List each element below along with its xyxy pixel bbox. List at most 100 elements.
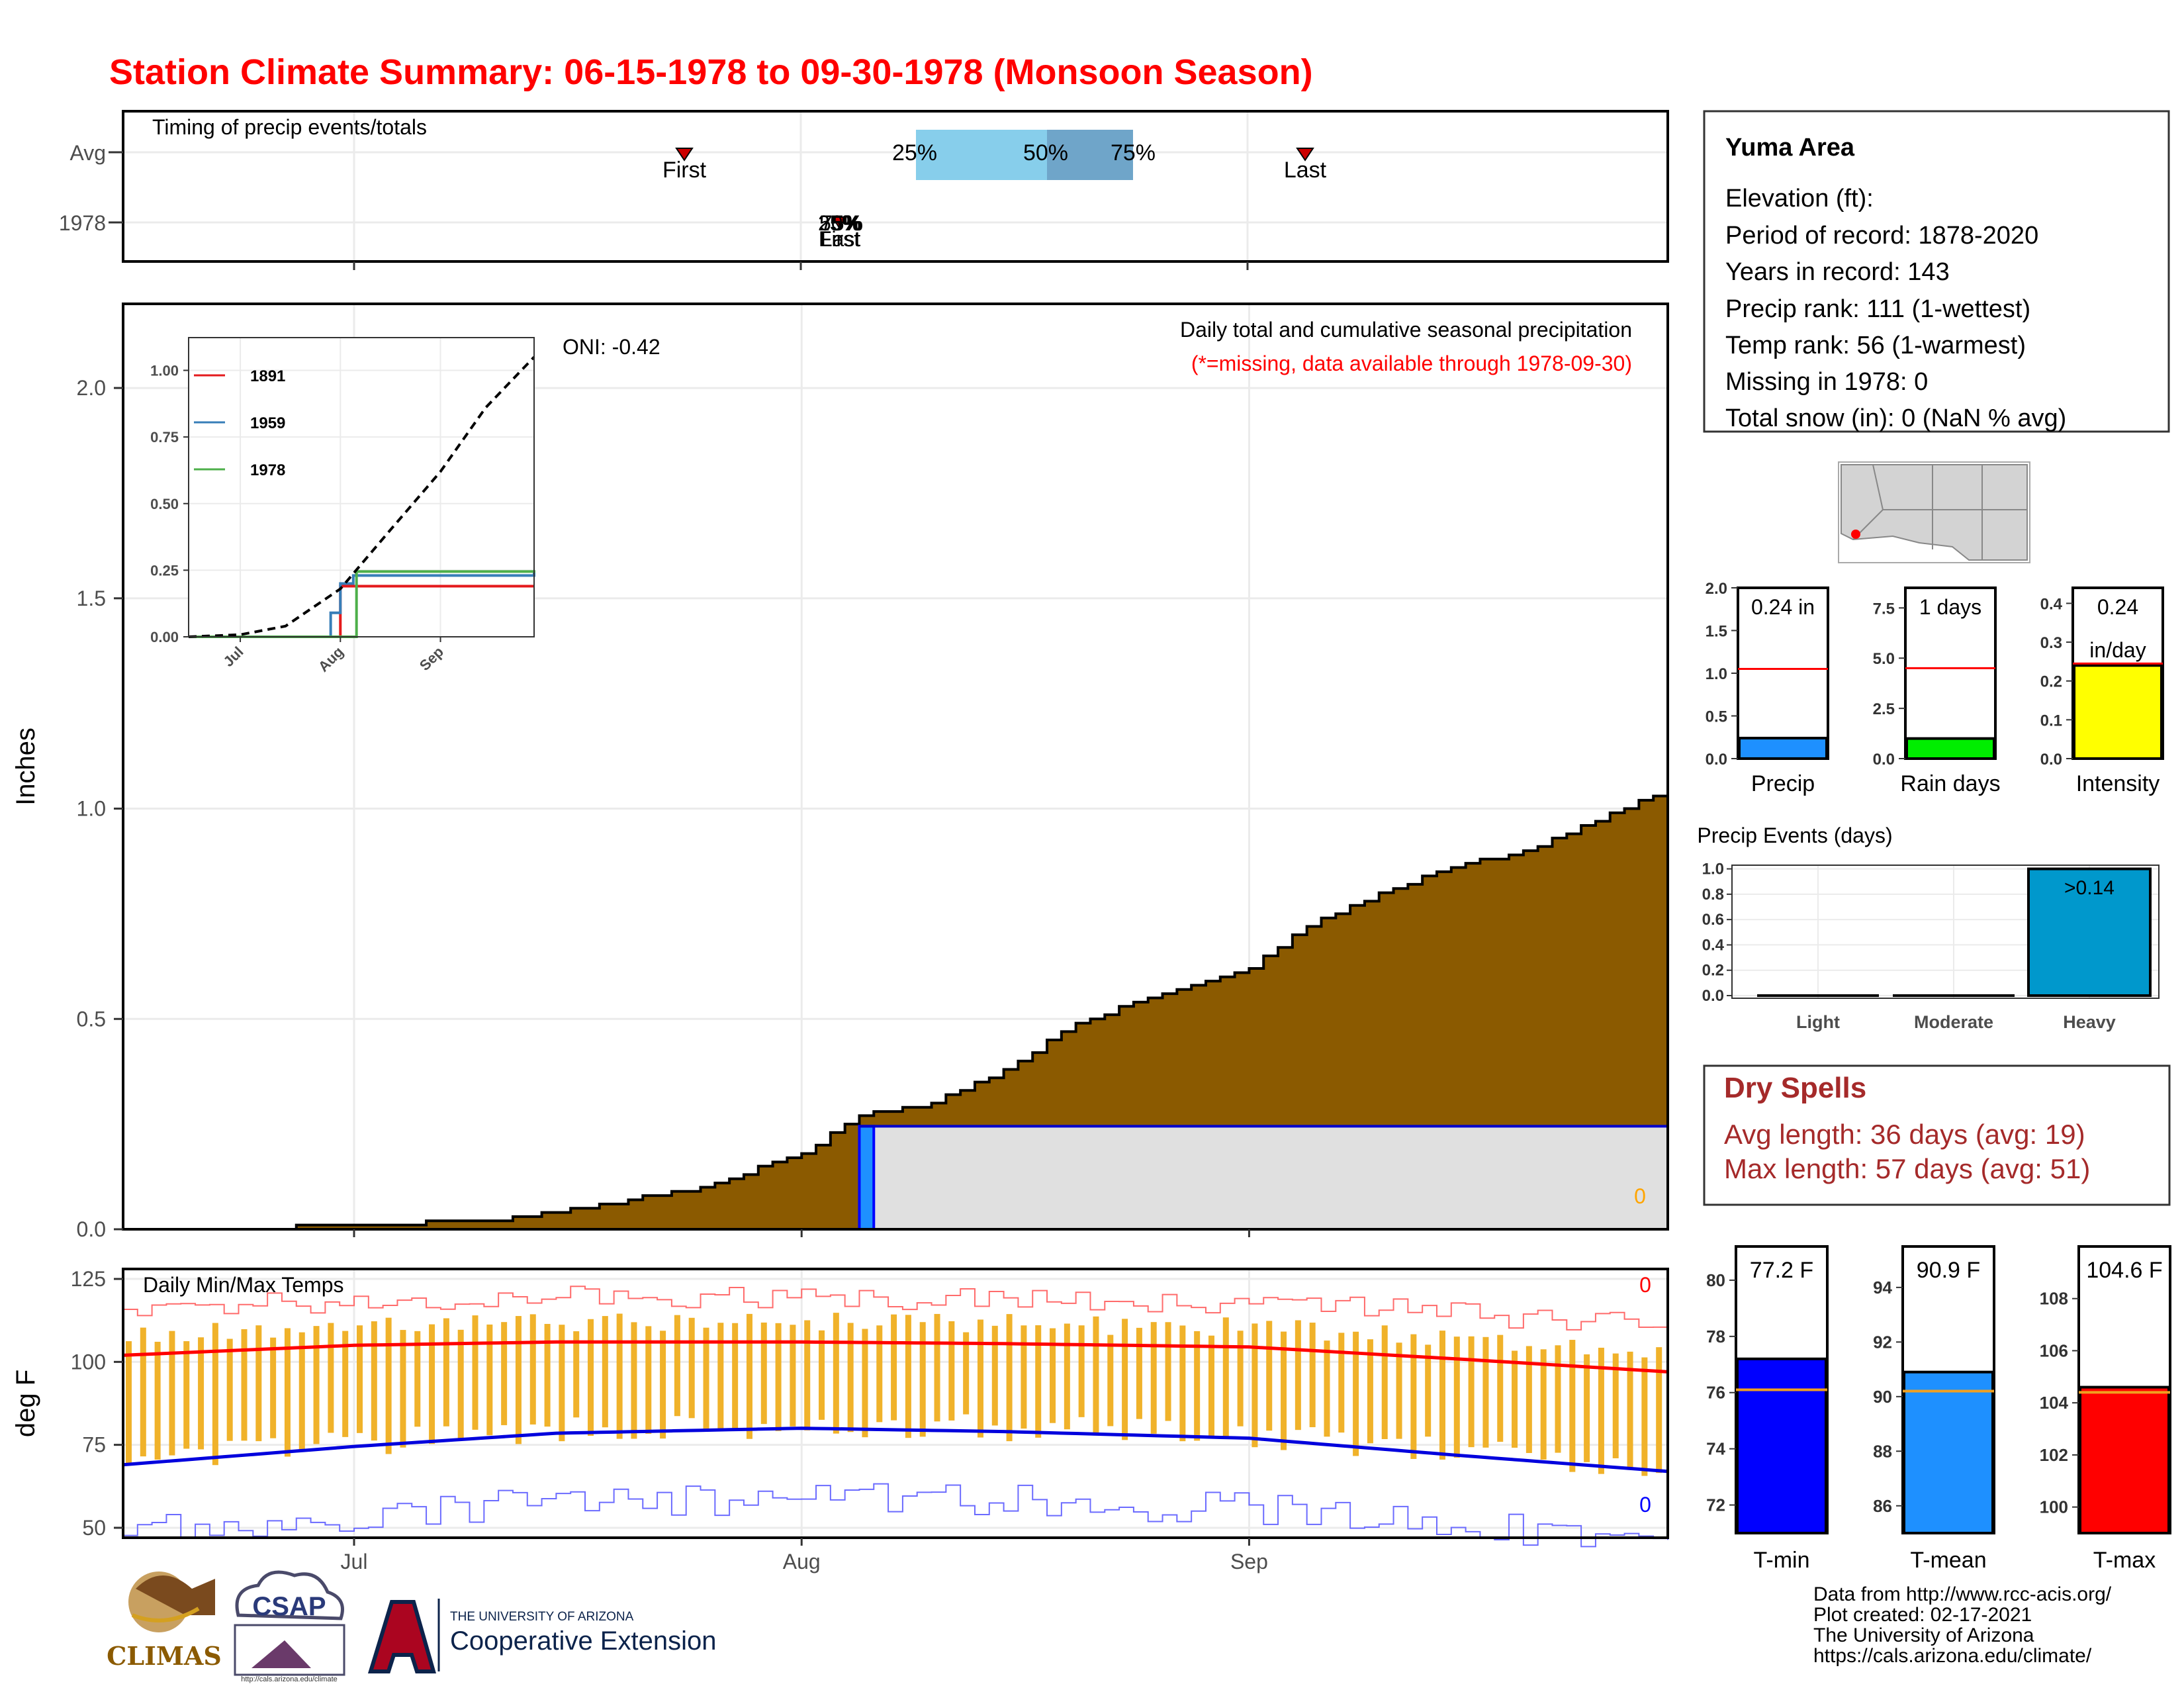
record-max-line	[123, 1286, 1668, 1331]
info-precip-rank: Precip rank: 111 (1-wettest)	[1725, 295, 2030, 323]
daily-temp-range-bar	[284, 1328, 291, 1457]
1978-q50-label: 50%	[819, 211, 862, 235]
csap-url-text: http://cals.arizona.edu/climate	[241, 1675, 338, 1683]
summary-bars: 0.24 in 0.0 0.5 1.0 1.5 2.0 Precip 1 days 0.0 2.5…	[1706, 580, 2164, 796]
footer-line-1: Data from http://www.rcc-acis.org/	[1813, 1583, 2112, 1605]
temp-ytick-label: 50	[82, 1516, 106, 1540]
avg-min-line	[122, 1427, 1668, 1474]
info-years: Years in record: 143	[1725, 258, 1950, 286]
daily-temp-range-bar	[674, 1315, 680, 1417]
daily-temp-range-bar	[1266, 1321, 1273, 1431]
summary-bar-tick-label: 0.1	[2040, 712, 2062, 729]
summary-bar-tick-label: 1.0	[1706, 665, 1727, 683]
timing-q25: 25%	[892, 140, 937, 165]
daily-temp-range-bar	[1150, 1322, 1157, 1434]
daily-temp-range-bar	[804, 1320, 811, 1430]
daily-temp-range-bar	[140, 1327, 146, 1457]
timing-panel: Timing of precip events/totals 25% 50% 7…	[59, 110, 1669, 270]
timing-grid	[123, 111, 1668, 261]
precip-events-chart: Precip Events (days) 0.0 0.2 0.4 0.6 0.8 1.0 L…	[1697, 823, 2160, 1032]
summary-bar-tick-label: 7.5	[1873, 600, 1895, 618]
footer-line-2: Plot created: 02-17-2021	[1813, 1604, 2032, 1626]
timing-iqr-low	[916, 130, 1047, 180]
daily-temp-range-bar	[891, 1314, 897, 1421]
timing-q75: 75%	[1111, 140, 1156, 165]
temp-bar-value: 77.2 F	[1750, 1258, 1813, 1283]
inset-chart: 0.000.250.500.751.00 Jul Aug Sep 189119591…	[150, 337, 535, 675]
daily-temp-range-bar	[573, 1331, 580, 1418]
missing-count: 0	[1634, 1184, 1646, 1208]
temp-bar-label: T-min	[1754, 1548, 1810, 1573]
climas-logo-text: CLIMAS	[107, 1641, 222, 1671]
daily-temp-range-bar	[1540, 1349, 1547, 1460]
daily-temp-range-bar	[876, 1325, 883, 1423]
daily-temp-range-bar	[790, 1325, 796, 1427]
daily-temp-range-bar	[457, 1329, 464, 1441]
daily-temp-range-bar	[1612, 1353, 1619, 1458]
info-period: Period of record: 1878-2020	[1725, 222, 2038, 250]
daily-temp-range-bar	[1093, 1316, 1099, 1433]
inset-ytick-label: 0.25	[150, 562, 179, 579]
summary-bar-tick-label: 0.4	[2040, 595, 2063, 613]
summary-bar-value: 0.24 in	[1751, 595, 1815, 619]
temp-bar-tick-label: 102	[2040, 1445, 2068, 1465]
ua-extension-text: Cooperative Extension	[450, 1626, 716, 1656]
events-ytick-label: 0.2	[1702, 962, 1724, 980]
inset-legend-label-1959: 1959	[250, 414, 285, 432]
temp-bar-tick-label: 94	[1873, 1278, 1892, 1297]
events-frame	[1731, 865, 2160, 999]
events-ytick-label: 1.0	[1702, 861, 1724, 878]
daily-temp-range-bar	[1021, 1325, 1027, 1429]
temp-bar-tick-label: 92	[1873, 1332, 1892, 1352]
daily-temp-range-bar	[472, 1315, 478, 1430]
daily-temp-range-bar	[1078, 1325, 1085, 1417]
daily-temp-range-bar	[429, 1324, 435, 1444]
avg-cumulative-area	[123, 787, 1669, 1231]
daily-temp-range-bar	[1353, 1331, 1359, 1456]
precip-ytick-label: 1.5	[77, 586, 106, 610]
summary-bar-label: Intensity	[2076, 771, 2160, 796]
precip-subtitle: Daily total and cumulative seasonal prec…	[1180, 318, 1632, 342]
temp-bar-value: 104.6 F	[2086, 1258, 2162, 1283]
daily-temp-range-bar	[819, 1330, 825, 1420]
temp-bar-t-mean	[1903, 1370, 1994, 1535]
daily-temp-range-bar	[1439, 1331, 1445, 1460]
inset-series-1959	[189, 570, 535, 638]
daily-temp-range-bar	[414, 1331, 421, 1427]
daily-temp-range-bar	[1641, 1357, 1648, 1476]
daily-temp-range-bar	[198, 1337, 205, 1450]
daily-temp-range-bar	[486, 1324, 493, 1436]
summary-bar-label: Rain days	[1900, 771, 2000, 796]
summary-bar-rain-days	[1905, 737, 1995, 761]
station-info-box: Yuma Area Elevation (ft): Period of reco…	[1703, 110, 2170, 433]
daily-temp-range-bar	[1251, 1323, 1258, 1448]
temp-xtick-label: Sep	[1230, 1550, 1268, 1573]
daily-temp-range-bar	[1338, 1333, 1345, 1433]
daily-temp-range-bar	[1237, 1331, 1244, 1427]
summary-bar-tick-label: 2.5	[1873, 700, 1895, 718]
daily-temp-range-bar	[833, 1313, 839, 1434]
daily-temp-range-bar	[544, 1324, 551, 1427]
temp-bar-tick-label: 74	[1706, 1439, 1725, 1459]
footer-line-3: The University of Arizona	[1813, 1624, 2034, 1646]
daily-temp-range-bar	[1295, 1320, 1301, 1430]
temp-bar-tick-label: 88	[1873, 1441, 1892, 1461]
daily-temp-range-bar	[732, 1323, 739, 1430]
daily-temp-range-bar	[1035, 1325, 1042, 1438]
temp-bar-tick-label: 108	[2040, 1289, 2068, 1309]
1978-q25-label: 25%	[818, 211, 860, 235]
info-elevation: Elevation (ft):	[1725, 185, 1874, 212]
1978-marker-icon	[831, 216, 847, 229]
summary-bar-tick-label: 0.0	[2040, 751, 2062, 769]
ua-name-text: THE UNIVERSITY OF ARIZONA	[450, 1610, 634, 1624]
summary-bar-tick-label: 0.2	[2040, 673, 2062, 691]
daily-temp-range-bar	[1656, 1347, 1662, 1474]
temp-bar-tick-label: 100	[2040, 1497, 2068, 1517]
timing-iqr-high	[1047, 130, 1133, 180]
footer-line-4: https://cals.arizona.edu/climate/	[1813, 1645, 2092, 1667]
dry-spells-avg: Avg length: 36 days (avg: 19)	[1724, 1119, 2085, 1150]
daily-temp-range-bar	[977, 1319, 983, 1438]
summary-bar-label: Precip	[1751, 771, 1815, 796]
temp-summary-bars: 77.2 F 72 74 76 78 80 T-min 90.9 F 86 88 90 92 94 T-m…	[1706, 1245, 2171, 1573]
daily-temp-range-bar	[515, 1316, 522, 1444]
